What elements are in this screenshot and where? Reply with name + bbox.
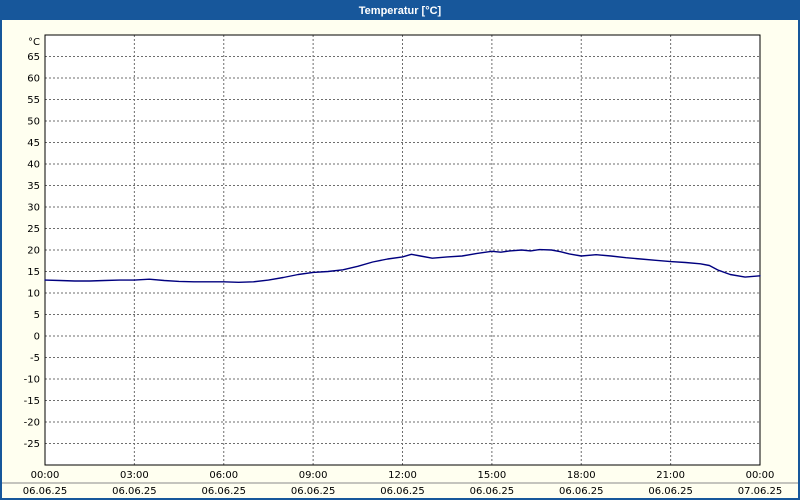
window-title: Temperatur [°C] — [358, 5, 442, 17]
temperature-line — [44, 248, 761, 283]
x-axis-date-label: 06.06.25 — [201, 486, 246, 497]
x-axis-date-label: 06.06.25 — [112, 486, 157, 497]
y-axis-tick-label: 40 — [27, 160, 40, 171]
x-axis-time-label: 00:00 — [31, 470, 60, 481]
x-axis-date-label: 06.06.25 — [23, 486, 68, 497]
y-axis-unit-label: °C — [28, 37, 40, 48]
y-axis-tick-label: -15 — [24, 396, 40, 407]
y-axis-tick-label: -25 — [24, 439, 40, 450]
y-axis-tick-label: 30 — [27, 203, 40, 214]
y-axis-tick-label: -10 — [24, 375, 40, 386]
y-axis-tick-label: 65 — [27, 52, 40, 63]
x-axis-date-label: 06.06.25 — [648, 486, 693, 497]
x-axis-time-label: 00:00 — [746, 470, 775, 481]
y-axis-tick-label: 0 — [34, 332, 40, 343]
temperature-chart: 65605550454035302520151050-5-10-15-20-25… — [2, 34, 798, 497]
x-axis-date-label: 06.06.25 — [559, 486, 604, 497]
y-axis-tick-label: 5 — [34, 310, 40, 321]
y-axis-tick-label: -5 — [30, 353, 40, 364]
y-axis-tick-label: 35 — [27, 181, 40, 192]
plot-border — [44, 34, 761, 466]
y-axis-tick-label: 25 — [27, 224, 40, 235]
y-axis-tick-label: 60 — [27, 74, 40, 85]
y-axis-tick-label: -20 — [24, 418, 40, 429]
y-axis-tick-label: 50 — [27, 117, 40, 128]
y-axis-tick-label: 55 — [27, 95, 40, 106]
chart-area: 65 60 55 50 45 40 35 30 25 20 15 10 5 0 -5 -10 -15 -20 -25… — [2, 20, 798, 498]
x-axis-time-label: 15:00 — [477, 470, 506, 481]
y-axis-tick-label: 45 — [27, 138, 40, 149]
window-titlebar[interactable]: Temperatur [°C] — [2, 2, 798, 20]
x-axis-date-label: 06.06.25 — [291, 486, 336, 497]
y-axis-tick-label: 10 — [27, 289, 40, 300]
x-axis-date-label: 06.06.25 — [470, 486, 515, 497]
x-axis-date-label: 07.06.25 — [738, 486, 783, 497]
x-axis-time-label: 18:00 — [567, 470, 596, 481]
x-axis-date-label: 06.06.25 — [380, 486, 425, 497]
y-axis-tick-label: 15 — [27, 267, 40, 278]
x-axis-time-label: 09:00 — [299, 470, 328, 481]
x-axis-time-label: 12:00 — [388, 470, 417, 481]
x-axis-time-label: 21:00 — [656, 470, 685, 481]
x-axis-time-label: 03:00 — [120, 470, 149, 481]
x-axis-time-label: 06:00 — [209, 470, 238, 481]
y-axis-tick-label: 20 — [27, 246, 40, 257]
